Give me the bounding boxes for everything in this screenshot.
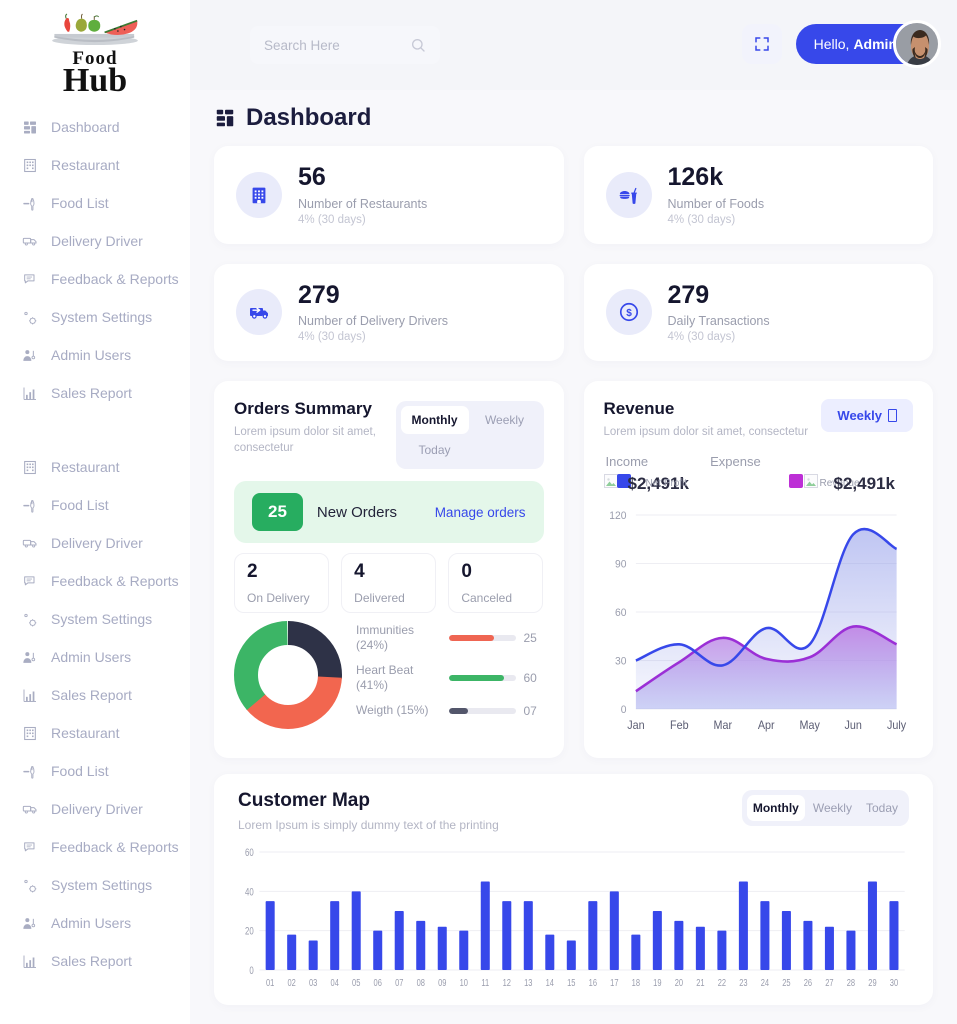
svg-text:120: 120: [609, 510, 626, 522]
svg-text:02: 02: [288, 977, 296, 989]
svg-text:0: 0: [620, 704, 626, 716]
svg-text:Apr: Apr: [757, 720, 774, 732]
svg-text:08: 08: [417, 977, 425, 989]
svg-text:21: 21: [696, 977, 704, 989]
svg-text:18: 18: [632, 977, 640, 989]
svg-text:20: 20: [245, 926, 254, 939]
svg-text:40: 40: [245, 886, 254, 899]
svg-text:03: 03: [309, 977, 317, 989]
svg-text:0: 0: [249, 965, 253, 978]
svg-text:04: 04: [331, 977, 339, 989]
svg-text:28: 28: [847, 977, 855, 989]
svg-text:$: $: [626, 308, 632, 319]
svg-text:Feb: Feb: [670, 720, 689, 732]
svg-text:12: 12: [503, 977, 511, 989]
svg-text:10: 10: [460, 977, 468, 989]
svg-text:14: 14: [546, 977, 554, 989]
svg-text:30: 30: [890, 977, 898, 989]
svg-text:22: 22: [718, 977, 726, 989]
svg-text:25: 25: [782, 977, 790, 989]
svg-text:07: 07: [395, 977, 403, 989]
svg-text:60: 60: [615, 607, 627, 619]
svg-text:90: 90: [615, 558, 627, 570]
svg-text:29: 29: [868, 977, 876, 989]
svg-text:20: 20: [675, 977, 683, 989]
svg-text:Jan: Jan: [627, 720, 644, 732]
svg-text:July: July: [887, 720, 907, 732]
svg-text:13: 13: [524, 977, 532, 989]
svg-text:May: May: [799, 720, 820, 732]
svg-text:24: 24: [761, 977, 769, 989]
svg-text:15: 15: [567, 977, 575, 989]
svg-text:01: 01: [266, 977, 274, 989]
svg-text:60: 60: [245, 847, 254, 860]
svg-text:Mar: Mar: [713, 720, 732, 732]
svg-text:Jun: Jun: [844, 720, 861, 732]
svg-text:05: 05: [352, 977, 360, 989]
svg-text:09: 09: [438, 977, 446, 989]
svg-text:17: 17: [610, 977, 618, 989]
svg-text:26: 26: [804, 977, 812, 989]
svg-text:23: 23: [739, 977, 747, 989]
svg-text:30: 30: [615, 655, 627, 667]
svg-text:27: 27: [825, 977, 833, 989]
svg-text:19: 19: [653, 977, 661, 989]
svg-text:06: 06: [374, 977, 382, 989]
svg-text:16: 16: [589, 977, 597, 989]
svg-text:11: 11: [481, 977, 489, 989]
